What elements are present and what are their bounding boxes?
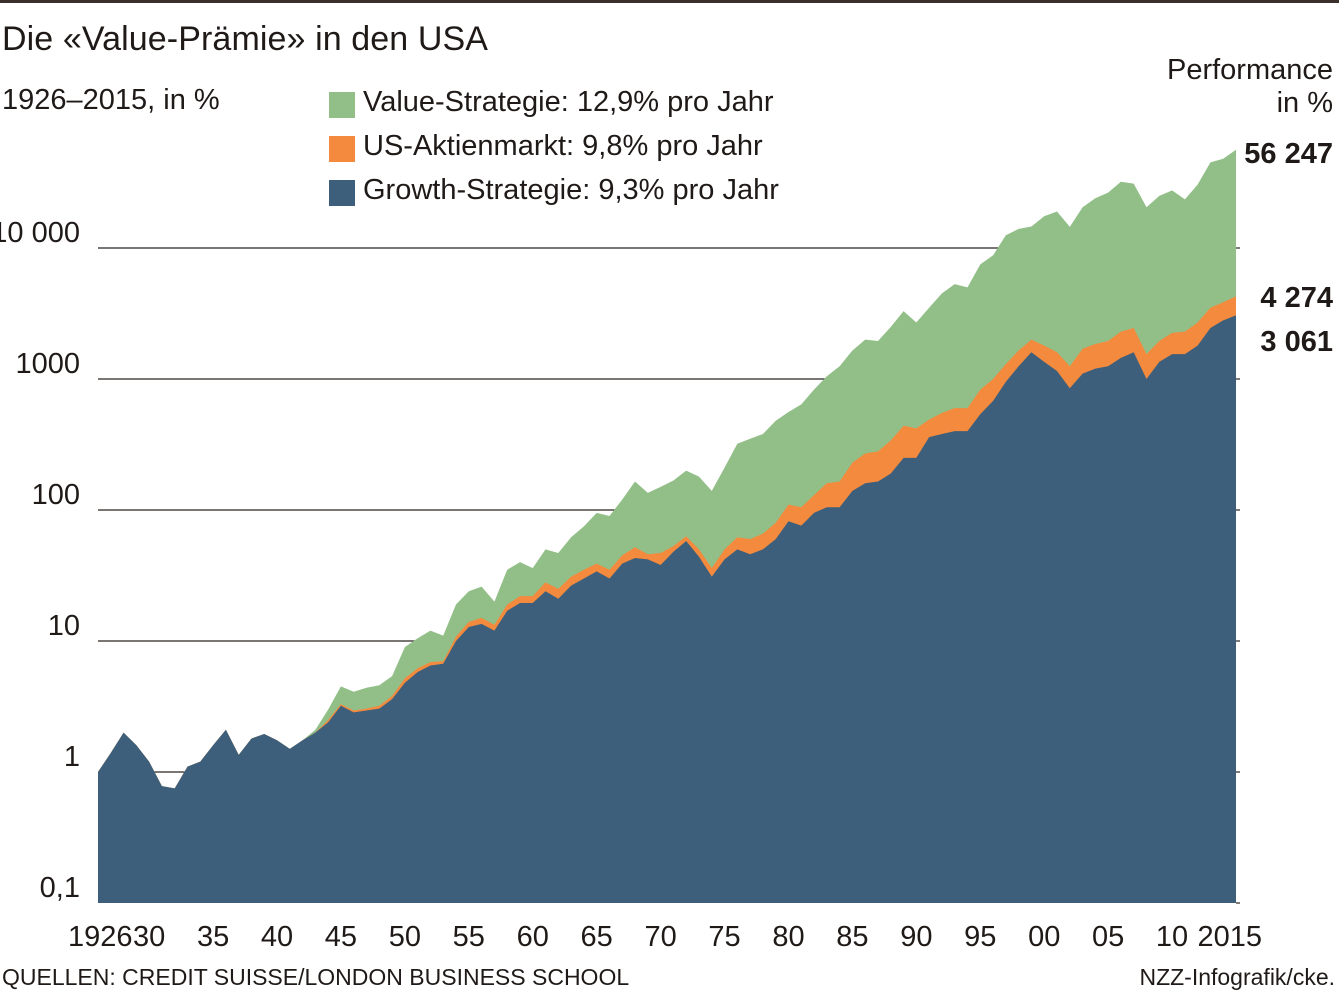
performance-header-line2: in % bbox=[1276, 87, 1333, 119]
x-tick-label-18: 2015 bbox=[1197, 921, 1262, 953]
y-tick-label-1: 1 bbox=[64, 741, 80, 773]
area-growth bbox=[98, 315, 1236, 903]
y-tick-label-4: 1000 bbox=[15, 348, 80, 380]
end-value-label-growth: 3 061 bbox=[1260, 326, 1333, 358]
page-title: Die «Value-Prämie» in den USA bbox=[2, 20, 489, 58]
legend-swatch-growth bbox=[329, 180, 355, 206]
chart-subtitle: 1926–2015, in % bbox=[2, 84, 220, 116]
x-tick-label-8: 65 bbox=[581, 921, 613, 953]
y-tick-label-3: 100 bbox=[32, 479, 80, 511]
y-axis-ticks: 0,1 1 10 100 1000 10 000 bbox=[0, 217, 80, 904]
legend-label-market: US-Aktienmarkt: 9,8% pro Jahr bbox=[363, 130, 763, 162]
x-tick-label-16: 05 bbox=[1092, 921, 1124, 953]
x-tick-label-5: 50 bbox=[389, 921, 421, 953]
x-tick-label-15: 00 bbox=[1028, 921, 1060, 953]
x-tick-label-10: 75 bbox=[708, 921, 740, 953]
performance-header-line1: Performance bbox=[1166, 54, 1333, 86]
x-axis-ticks: 1926 30 35 40 45 50 55 60 65 70 75 80 85 90 95 00 05 10 20… bbox=[68, 921, 1262, 953]
legend-item-market: US-Aktienmarkt: 9,8% pro Jahr bbox=[329, 130, 849, 170]
area-series bbox=[98, 149, 1240, 904]
x-tick-label-14: 95 bbox=[964, 921, 996, 953]
x-tick-label-17: 10 bbox=[1156, 921, 1188, 953]
legend-item-growth: Growth-Strategie: 9,3% pro Jahr bbox=[329, 174, 849, 214]
x-tick-label-6: 55 bbox=[453, 921, 485, 953]
legend-label-value: Value-Strategie: 12,9% pro Jahr bbox=[363, 86, 774, 118]
credit-note: NZZ-Infografik/cke. bbox=[1139, 964, 1335, 990]
x-tick-label-0: 1926 bbox=[68, 921, 133, 953]
y-tick-label-0: 0,1 bbox=[40, 872, 80, 904]
performance-header: Performance in % bbox=[1113, 54, 1333, 120]
x-tick-label-11: 80 bbox=[772, 921, 804, 953]
legend-label-growth: Growth-Strategie: 9,3% pro Jahr bbox=[363, 174, 779, 206]
x-tick-label-1: 30 bbox=[133, 921, 165, 953]
x-tick-label-2: 35 bbox=[197, 921, 229, 953]
x-tick-label-3: 40 bbox=[261, 921, 293, 953]
legend-item-value: Value-Strategie: 12,9% pro Jahr bbox=[329, 86, 849, 126]
x-tick-label-13: 90 bbox=[900, 921, 932, 953]
y-tick-label-2: 10 bbox=[48, 610, 80, 642]
x-tick-label-12: 85 bbox=[836, 921, 868, 953]
legend-swatch-value bbox=[329, 92, 355, 118]
y-tick-label-5: 10 000 bbox=[0, 217, 80, 249]
end-value-label-value: 56 247 bbox=[1244, 138, 1333, 170]
x-tick-label-9: 70 bbox=[644, 921, 676, 953]
x-tick-label-4: 45 bbox=[325, 921, 357, 953]
x-tick-label-7: 60 bbox=[517, 921, 549, 953]
legend-swatch-market bbox=[329, 136, 355, 162]
source-note: QUELLEN: CREDIT SUISSE/LONDON BUSINESS S… bbox=[2, 964, 630, 990]
end-value-label-market: 4 274 bbox=[1260, 282, 1333, 314]
top-rule bbox=[0, 0, 1339, 3]
